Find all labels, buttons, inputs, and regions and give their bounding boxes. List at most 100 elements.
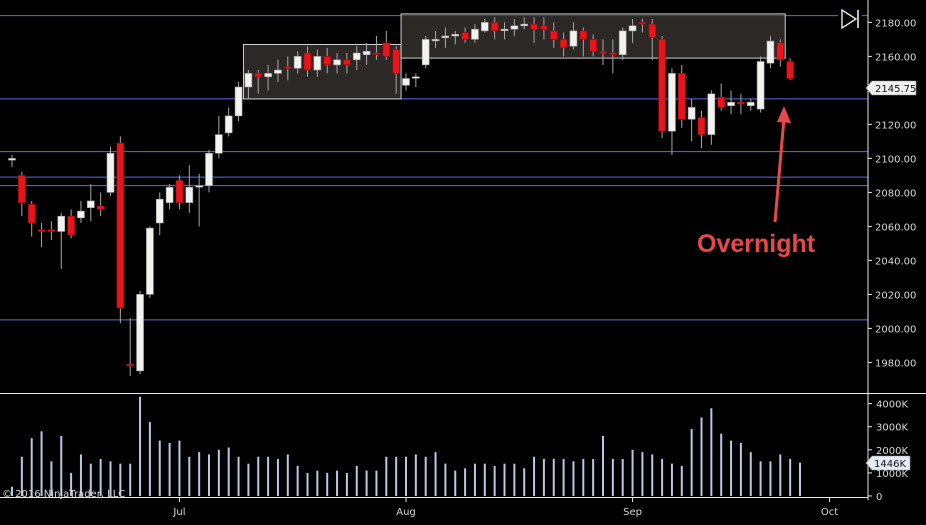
candle: [618, 27, 627, 60]
candle: [480, 19, 489, 33]
candle-body: [776, 42, 785, 61]
candle: [687, 98, 696, 142]
candle: [421, 36, 430, 69]
volume-bar: [661, 459, 664, 496]
volume-bar: [208, 454, 210, 496]
volume-bar: [533, 456, 536, 496]
volume-bar: [592, 459, 595, 496]
price-tick-label: 2060.00: [875, 222, 916, 233]
candle-body: [766, 40, 775, 64]
candle-body: [707, 93, 716, 135]
volume-bar: [365, 470, 368, 496]
time-tick-label: Jul: [172, 507, 185, 518]
candle: [668, 68, 676, 155]
candle-body: [559, 39, 568, 49]
volume-bar: [651, 454, 654, 496]
volume-bar: [749, 452, 752, 496]
candle: [628, 19, 637, 43]
consolidation-box: [242, 44, 402, 100]
candle: [707, 90, 716, 145]
candle-body: [756, 61, 765, 110]
candle: [786, 58, 794, 81]
candle: [205, 149, 213, 193]
volume-bar: [572, 461, 575, 496]
volume-bar: [464, 468, 467, 496]
horizontal-lines: [0, 15, 868, 321]
volume-bar: [89, 463, 92, 496]
volume-bar: [395, 456, 398, 496]
candle: [776, 39, 785, 67]
price-tick-label: 2160.00: [875, 52, 916, 63]
candle-body: [313, 56, 322, 71]
candle: [57, 212, 66, 269]
candle: [392, 46, 400, 94]
candle: [165, 183, 174, 210]
volume-bar: [60, 435, 63, 496]
candle-body: [47, 229, 56, 232]
volume-bar: [188, 456, 191, 496]
volume-bar: [483, 463, 486, 496]
candle-body: [323, 56, 332, 66]
candle-body: [27, 204, 36, 224]
candle: [579, 27, 588, 57]
candle-body: [697, 117, 706, 135]
candle-body: [283, 66, 292, 69]
candle-body: [412, 76, 420, 79]
candle: [244, 70, 253, 99]
candle-body: [146, 227, 154, 295]
candle: [185, 165, 194, 213]
volume-bar: [720, 433, 723, 496]
candle: [27, 200, 36, 237]
volume-bar: [217, 449, 220, 496]
candle: [293, 51, 302, 74]
candle-body: [343, 59, 351, 66]
candle: [313, 49, 322, 77]
volume-bar: [227, 447, 230, 496]
volume-bar: [602, 435, 604, 496]
candle-body: [569, 30, 578, 47]
volume-bar: [296, 465, 299, 496]
price-tick-label: 2120.00: [875, 120, 916, 131]
candle: [559, 32, 568, 57]
skip-to-end-icon[interactable]: [838, 8, 862, 30]
axes: [0, 0, 926, 500]
candle-body: [628, 25, 637, 32]
candle-body: [195, 185, 203, 188]
candle-body: [500, 28, 509, 32]
candle: [234, 81, 243, 121]
volume-bar: [99, 459, 102, 496]
candle: [658, 36, 666, 138]
last-volume-label: 1446K: [874, 459, 906, 470]
candle-body: [126, 363, 134, 367]
price-axis-ticks: 2180.002160.002140.002120.002100.002080.…: [868, 18, 916, 369]
candle: [87, 183, 95, 222]
candle-body: [392, 49, 400, 74]
candle: [717, 83, 726, 111]
candle: [283, 56, 292, 81]
candle-body: [224, 115, 233, 134]
volume-bar: [286, 454, 289, 496]
candle-body: [303, 52, 312, 71]
candle: [333, 53, 341, 74]
last-price-label: 2145.75: [875, 84, 916, 95]
candle-body: [421, 39, 430, 66]
price-tick-label: 2080.00: [875, 188, 916, 199]
volume-bar: [20, 456, 23, 496]
candle: [274, 59, 282, 82]
candle-body: [677, 73, 686, 120]
candle-body: [215, 134, 223, 154]
volume-bar: [148, 422, 151, 496]
candle: [599, 39, 607, 65]
volume-tick-label: 2000K: [876, 446, 908, 457]
volume-bar: [542, 459, 545, 496]
price-tick-label: 2180.00: [875, 18, 916, 29]
volume-bar: [375, 470, 378, 496]
candle-body: [648, 23, 657, 38]
candle-body: [589, 39, 597, 52]
volume-bar: [611, 459, 614, 496]
overnight-annotation: Overnight: [697, 230, 816, 258]
candle: [677, 64, 686, 128]
candle: [126, 318, 134, 376]
candle-body: [520, 23, 529, 27]
